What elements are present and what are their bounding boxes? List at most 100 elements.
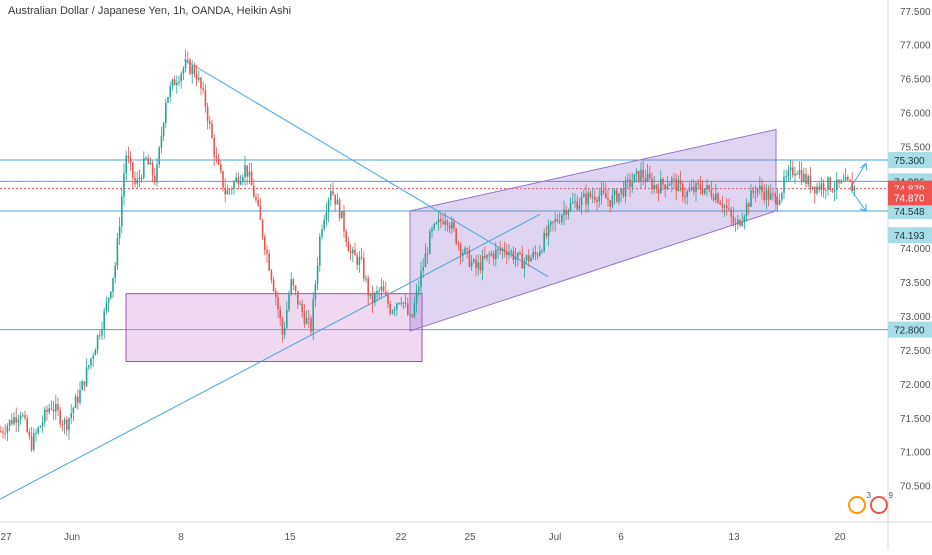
candle-body: [283, 327, 286, 335]
candle-body: [495, 249, 497, 260]
candle-body: [422, 267, 424, 271]
candle-body: [748, 203, 750, 207]
candle-body: [710, 189, 713, 197]
candle-body: [552, 221, 554, 223]
candle-body: [690, 187, 693, 190]
candle-body: [48, 408, 50, 413]
candle-body: [158, 147, 160, 165]
projection-down-arrow: [849, 188, 867, 212]
candle-body: [268, 253, 270, 271]
candle-body: [442, 221, 444, 225]
candle-body: [409, 314, 411, 316]
candle-body: [624, 180, 627, 197]
candle-body: [303, 312, 306, 324]
y-tick-label: 73.500: [900, 278, 931, 289]
candle-body: [50, 408, 53, 410]
descending-trendline: [183, 59, 549, 278]
candle-body: [792, 167, 794, 176]
candle-body: [653, 184, 655, 189]
candle-body: [184, 59, 187, 69]
candle-body: [807, 175, 809, 185]
candle-body: [46, 409, 48, 413]
candle-body: [673, 178, 675, 180]
candle-body: [154, 175, 156, 183]
candle-body: [479, 262, 482, 271]
candle-body: [266, 250, 268, 254]
candle-body: [198, 77, 200, 80]
alert-badge-icon[interactable]: 3: [848, 491, 871, 514]
candle-body: [739, 219, 741, 226]
candle-body: [618, 193, 620, 202]
candle-body: [281, 318, 284, 335]
candle-body: [796, 173, 798, 175]
y-tick-label: 71.500: [900, 414, 931, 425]
second-price-badge-bg: [888, 189, 932, 206]
candle-body: [671, 178, 673, 184]
candle-body: [756, 188, 759, 193]
y-tick-label: 76.500: [900, 75, 931, 86]
candle-body: [569, 203, 572, 211]
candle-body: [272, 280, 275, 292]
candle-body: [798, 170, 801, 175]
candle-body: [741, 221, 743, 226]
candle-body: [165, 102, 167, 124]
candle-body: [587, 192, 589, 205]
candle-body: [169, 86, 171, 98]
candle-body: [488, 254, 490, 256]
candle-body: [343, 210, 345, 232]
candle-body: [627, 179, 629, 181]
candle-body: [345, 231, 347, 242]
candle-body: [451, 221, 453, 229]
candle-body: [85, 367, 88, 386]
candle-body: [620, 188, 622, 194]
candle-body: [528, 255, 530, 262]
candle-body: [371, 294, 374, 303]
candle-body: [484, 255, 486, 258]
candle-body: [143, 158, 145, 179]
candle-body: [745, 203, 748, 217]
arrow-head-down: [859, 204, 867, 212]
candle-body: [455, 228, 457, 244]
candle-body: [660, 178, 662, 194]
candle-body: [767, 189, 770, 200]
candle-body: [794, 173, 796, 176]
x-tick-label: 20: [834, 532, 846, 543]
candle-body: [578, 204, 581, 210]
candle-body: [649, 173, 651, 179]
candle-body: [228, 189, 231, 191]
candle-body: [79, 390, 81, 403]
candle-body: [563, 209, 565, 216]
candle-body: [237, 177, 240, 185]
candle-body: [774, 194, 776, 197]
candle-body: [288, 294, 290, 310]
candle-body: [633, 174, 636, 183]
candle-body: [704, 189, 706, 194]
candle-body: [763, 191, 765, 201]
candle-body: [30, 436, 33, 450]
candle-body: [226, 190, 229, 195]
candle-body: [0, 431, 2, 433]
candle-body: [292, 279, 295, 286]
candle-body: [448, 225, 451, 229]
candle-body: [233, 181, 235, 189]
candle-body: [840, 180, 842, 184]
candle-body: [2, 431, 4, 433]
candle-body: [602, 189, 605, 193]
candle-body: [514, 257, 517, 260]
candle-body: [398, 302, 400, 304]
zone-rectangle: [125, 293, 423, 363]
candle-body: [413, 303, 416, 317]
candle-body: [389, 304, 391, 314]
x-tick-label: 27: [0, 532, 12, 543]
y-tick-label: 76.000: [900, 109, 931, 120]
candle-body: [374, 293, 376, 303]
candle-body: [543, 232, 545, 251]
candle-body: [352, 249, 354, 254]
candle-body: [61, 424, 64, 426]
candle-body: [594, 196, 596, 200]
candle-body: [591, 196, 594, 198]
event-badge-icon[interactable]: 9: [870, 491, 893, 514]
x-tick-label: 13: [728, 532, 740, 543]
